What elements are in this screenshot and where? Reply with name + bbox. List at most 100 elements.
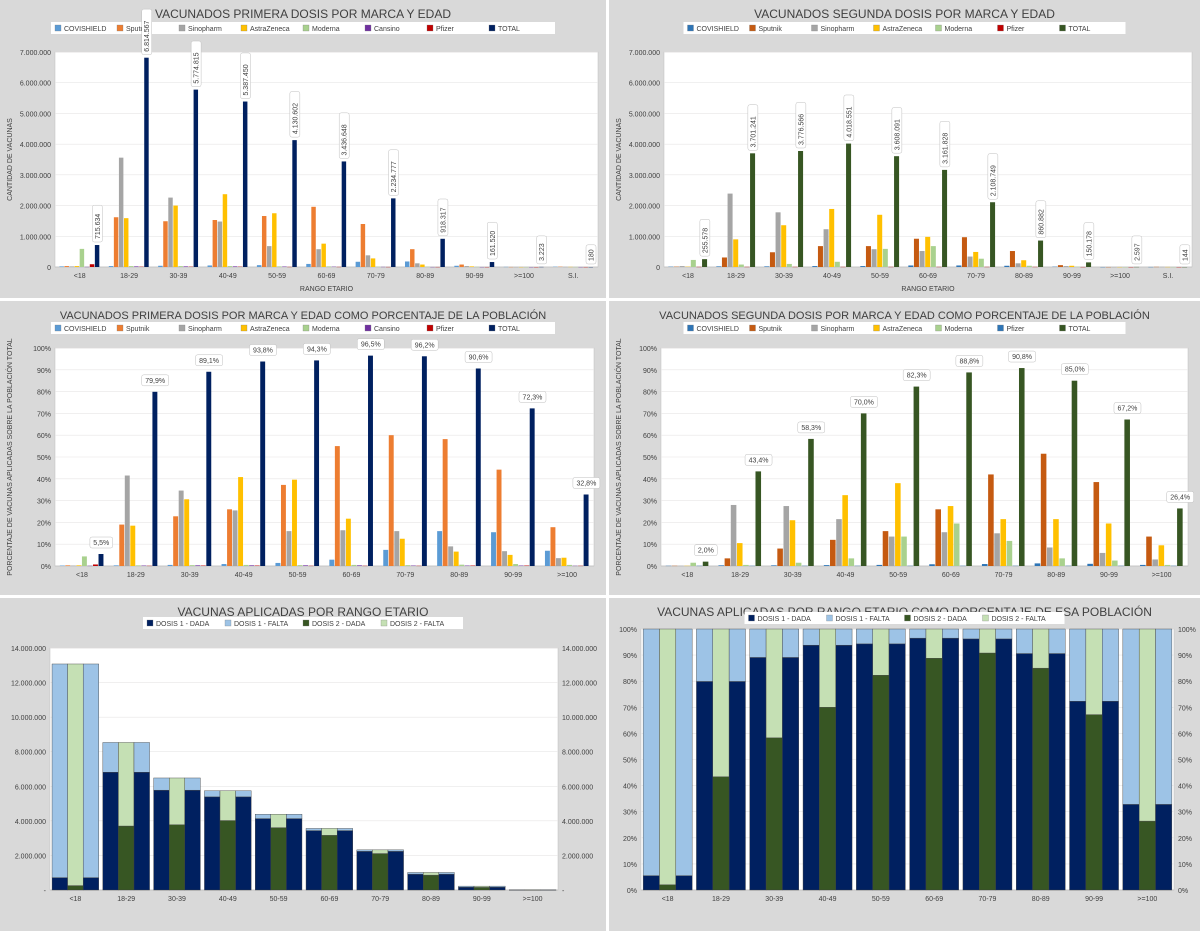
bar-dosis-1-falta-70-79 — [387, 849, 404, 852]
bar-sputnik-50-59 — [280, 484, 286, 566]
bar-dosis-2-falta-50-59 — [270, 814, 287, 828]
x-tick-label: 30-39 — [168, 896, 186, 903]
bar-dosis-1-falta-100 — [1155, 628, 1173, 805]
x-tick-label: 80-89 — [1032, 896, 1050, 903]
bar-sinopharm-30-39 — [178, 490, 184, 566]
bar-dosis-1-dada-30-39 — [184, 789, 201, 891]
bar-dosis-2-dada-70-79 — [979, 652, 996, 891]
bar-moderna-18-29 — [738, 264, 744, 267]
bar-dosis-1-dada-40-49 — [235, 796, 252, 891]
x-tick-label: >=100 — [1152, 572, 1172, 579]
bar-covishield-18-29 — [113, 565, 119, 566]
y-tick-label: 10% — [37, 542, 51, 549]
legend-swatch-pfizer — [997, 324, 1004, 332]
legend-box — [683, 22, 1126, 34]
bar-sinopharm-50-59 — [286, 531, 292, 566]
data-label: 4.018.551 — [846, 106, 853, 137]
bar-sinopharm-30-39 — [775, 212, 781, 267]
bar-dosis-2-falta-60-69 — [925, 628, 943, 659]
legend-swatch-astrazeneca — [240, 24, 248, 32]
bar-sinopharm-70-79 — [994, 533, 1000, 566]
bar-total-50-59 — [913, 386, 920, 566]
bar-sputnik-80-89 — [1040, 453, 1047, 566]
x-tick-label: 40-49 — [819, 896, 837, 903]
bar-covishield-30-39 — [167, 564, 173, 566]
bar-covishield-18-29 — [716, 266, 722, 267]
bar-astrazeneca-60-69 — [925, 236, 931, 267]
y-tick-label: 20% — [643, 520, 657, 527]
data-label: 4.130.602 — [292, 103, 299, 134]
data-label-box — [699, 219, 711, 257]
bar-sputnik-60-69 — [913, 238, 919, 267]
bar-dosis-1-falta-60-69 — [909, 628, 927, 639]
bar-moderna-40-49 — [834, 261, 840, 267]
y-tick-label: 20% — [37, 520, 51, 527]
legend-swatch-covishield — [687, 24, 694, 32]
x-tick-label: 30-39 — [765, 896, 783, 903]
legend-label-moderna: Moderna — [945, 326, 973, 333]
bar-sputnik-60-69 — [311, 206, 316, 267]
bar-sinopharm-90-99 — [502, 551, 508, 566]
bar-covishield-40-49 — [812, 266, 818, 267]
bar-moderna-18-29 — [135, 565, 141, 566]
x-tick-label: >=100 — [1137, 896, 1157, 903]
bar-total-18 — [94, 245, 100, 267]
x-tick-label: 90-99 — [473, 896, 491, 903]
data-label: 144 — [1182, 249, 1189, 261]
y-tick-label: 0% — [647, 564, 657, 571]
chart-svg-5: VACUNAS APLICADAS POR RANGO ETARIO DOSIS … — [11, 605, 597, 903]
bar-dosis-1-dada-18-29 — [102, 772, 119, 891]
legend-label-sputnik: Sputnik — [759, 26, 783, 33]
bar-sinopharm-30-39 — [783, 506, 790, 566]
bar-dosis-1-dada-100 — [1155, 804, 1173, 891]
x-tick-label: 80-89 — [1015, 273, 1033, 280]
x-axis-title: RANGO ETARIO — [300, 286, 354, 293]
y-tick-label: 60% — [37, 433, 51, 440]
bar-total-40-49 — [242, 101, 248, 267]
y-tick-label: 3.000.000 — [20, 173, 51, 180]
bar-moderna-40-49 — [243, 564, 249, 566]
data-label: 88,8% — [959, 358, 979, 365]
y-tick-label-right: 50% — [1178, 758, 1192, 765]
x-axis-title: RANGO ETARIO — [901, 286, 955, 293]
bar-sputnik-100 — [1146, 536, 1152, 566]
data-label-box — [518, 391, 547, 403]
bar-dosis-1-falta-80-89 — [1016, 628, 1033, 654]
x-tick-label: 18-29 — [727, 273, 745, 280]
data-label: 3.436.648 — [342, 124, 349, 155]
legend-label-sputnik: Sputnik — [759, 326, 783, 333]
x-tick-label: 18-29 — [712, 896, 730, 903]
legend-label-dosis-1-dada: DOSIS 1 - DADA — [758, 616, 812, 623]
bar-dosis-1-dada-18-29 — [696, 681, 713, 891]
x-tick-label: 90-99 — [466, 273, 484, 280]
bar-dosis-1-falta-30-39 — [782, 628, 799, 658]
bar-sputnik-30-39 — [163, 221, 168, 267]
x-tick-label: 60-69 — [942, 572, 960, 579]
legend-swatch-sinopharm — [811, 24, 818, 32]
x-tick-label: 18-29 — [120, 273, 138, 280]
x-tick-label: >=100 — [523, 896, 543, 903]
data-label-box — [338, 112, 350, 159]
data-label: 6.814.567 — [144, 20, 151, 51]
bar-dosis-1-dada-18 — [82, 877, 99, 891]
bar-sinopharm-90-99 — [464, 266, 469, 267]
y-tick-label: 1.000.000 — [629, 234, 660, 241]
legend-label-sputnik: Sputnik — [126, 326, 150, 333]
bar-covishield-30-39 — [771, 565, 777, 566]
legend-label-pfizer: Pfizer — [1007, 26, 1026, 33]
y-tick-label: 20% — [623, 836, 637, 843]
data-label-box — [1083, 222, 1095, 260]
bar-moderna-18-29 — [129, 266, 134, 267]
data-label: 93,8% — [253, 348, 273, 355]
y-tick-label-right: 90% — [1178, 653, 1192, 660]
bar-total-60-69 — [368, 355, 373, 566]
y-tick-label: 50% — [643, 455, 657, 462]
bar-dosis-2-falta-70-79 — [979, 628, 996, 654]
data-label: 3.701.241 — [750, 116, 757, 147]
bar-dosis-1-dada-90-99 — [458, 887, 475, 891]
bar-dosis-1-dada-30-39 — [153, 789, 170, 891]
bar-covishield-50-59 — [275, 562, 281, 566]
bar-dosis-1-dada-60-69 — [909, 637, 927, 891]
bar-covishield-60-69 — [908, 265, 914, 267]
bar-dosis-1-falta-70-79 — [995, 628, 1013, 640]
